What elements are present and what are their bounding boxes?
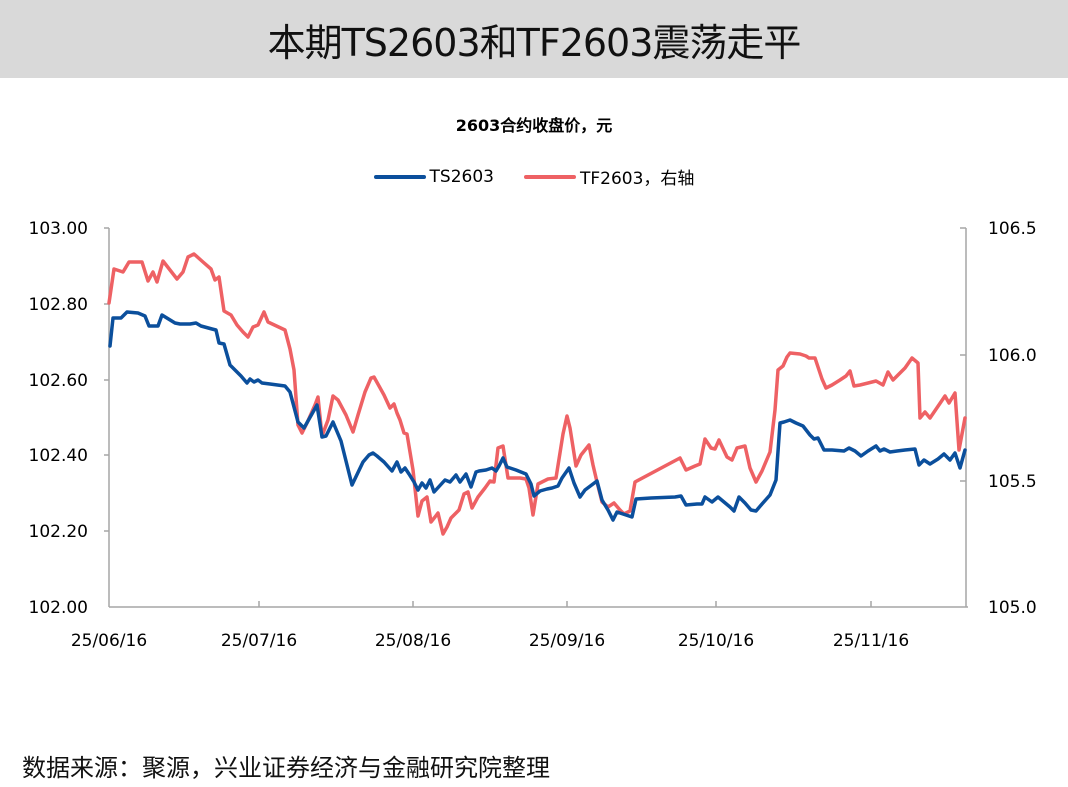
svg-text:102.00: 102.00	[29, 598, 88, 618]
svg-text:25/11/16: 25/11/16	[833, 631, 909, 651]
series-line-ts2603	[108, 310, 967, 522]
series-line-tf2603	[107, 252, 967, 536]
title-bar: 本期TS2603和TF2603震荡走平	[0, 0, 1068, 78]
left-y-tick-labels: 103.00 102.80 102.60 102.40 102.20 102.0…	[29, 219, 88, 618]
legend-item-ts2603: TS2603	[373, 164, 494, 189]
legend-item-tf2603: TF2603，右轴	[524, 164, 694, 189]
svg-text:105.0: 105.0	[988, 598, 1037, 618]
svg-text:102.60: 102.60	[29, 371, 88, 391]
line-chart: 103.00 102.80 102.60 102.40 102.20 102.0…	[29, 219, 1037, 651]
svg-text:25/07/16: 25/07/16	[221, 631, 297, 651]
svg-text:106.5: 106.5	[988, 219, 1037, 239]
svg-text:106.0: 106.0	[988, 346, 1037, 366]
x-axis	[109, 601, 968, 608]
right-y-tick-labels: 106.5 106.0 105.5 105.0	[988, 219, 1037, 618]
svg-text:25/09/16: 25/09/16	[529, 631, 605, 651]
data-source-note: 数据来源：聚源，兴业证券经济与金融研究院整理	[22, 754, 550, 782]
chart-title: 2603合约收盘价，元	[455, 116, 613, 135]
svg-text:103.00: 103.00	[29, 219, 88, 239]
svg-text:25/10/16: 25/10/16	[678, 631, 754, 651]
legend-label-ts2603: TS2603	[429, 166, 494, 187]
x-tick-labels: 25/06/16 25/07/16 25/08/16 25/09/16 25/1…	[71, 631, 909, 651]
svg-text:105.5: 105.5	[988, 472, 1037, 492]
legend-swatch-tf2603	[524, 174, 576, 179]
svg-text:25/06/16: 25/06/16	[71, 631, 147, 651]
chart-legend: TS2603 TF2603，右轴	[0, 164, 1068, 189]
svg-text:102.80: 102.80	[29, 295, 88, 315]
legend-swatch-ts2603	[373, 174, 426, 179]
page-title: 本期TS2603和TF2603震荡走平	[267, 20, 802, 65]
svg-text:25/08/16: 25/08/16	[375, 631, 451, 651]
svg-text:102.20: 102.20	[29, 522, 88, 542]
svg-text:102.40: 102.40	[29, 446, 88, 466]
left-y-axis	[104, 227, 110, 607]
legend-label-tf2603: TF2603，右轴	[580, 169, 695, 189]
